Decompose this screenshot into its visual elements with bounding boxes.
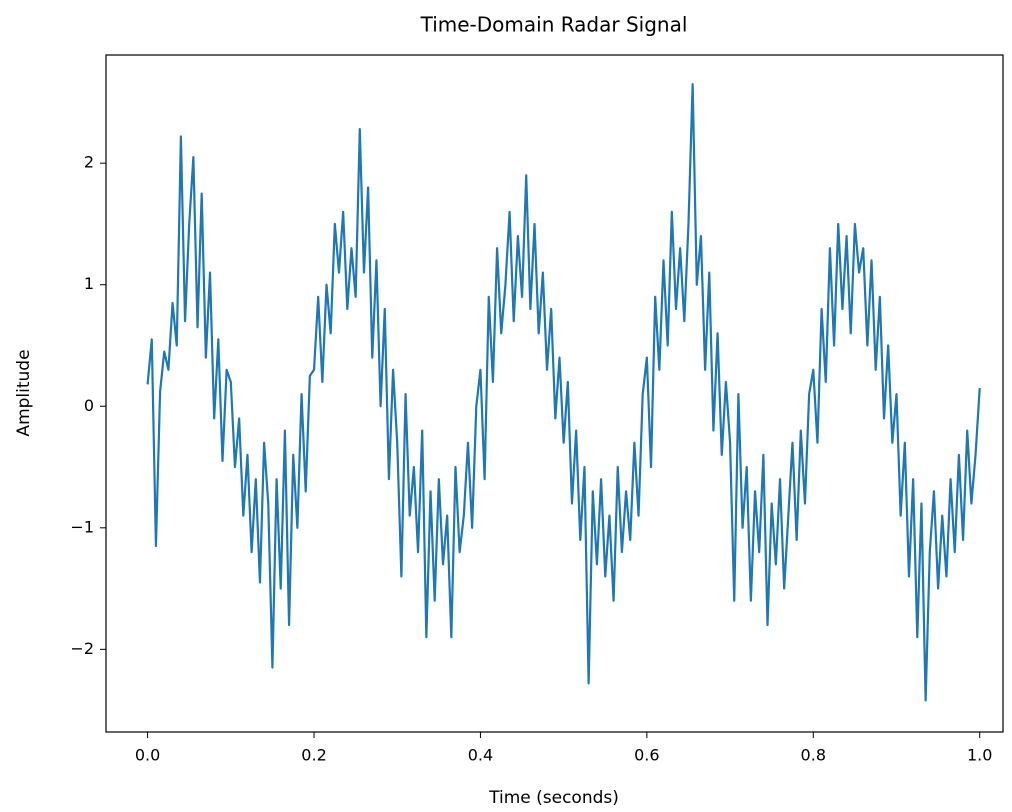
plot-frame <box>105 54 1004 733</box>
x-tick-label: 1.0 <box>967 746 992 765</box>
y-tick-label: −1 <box>70 517 94 536</box>
x-tick-label: 0.6 <box>634 746 659 765</box>
y-tick-label: −2 <box>70 639 94 658</box>
x-tick-label: 0.2 <box>301 746 326 765</box>
y-tick-label: 1 <box>84 274 94 293</box>
y-axis-label: Amplitude <box>14 349 34 436</box>
x-tick-label: 0.4 <box>468 746 493 765</box>
x-axis-label: Time (seconds) <box>488 788 619 808</box>
signal-line <box>146 83 981 702</box>
y-tick-label: 0 <box>84 396 94 415</box>
x-tick-label: 0.8 <box>801 746 826 765</box>
x-tick-label: 0.0 <box>135 746 160 765</box>
chart-title: Time-Domain Radar Signal <box>420 13 688 37</box>
y-tick-label: 2 <box>84 153 94 172</box>
